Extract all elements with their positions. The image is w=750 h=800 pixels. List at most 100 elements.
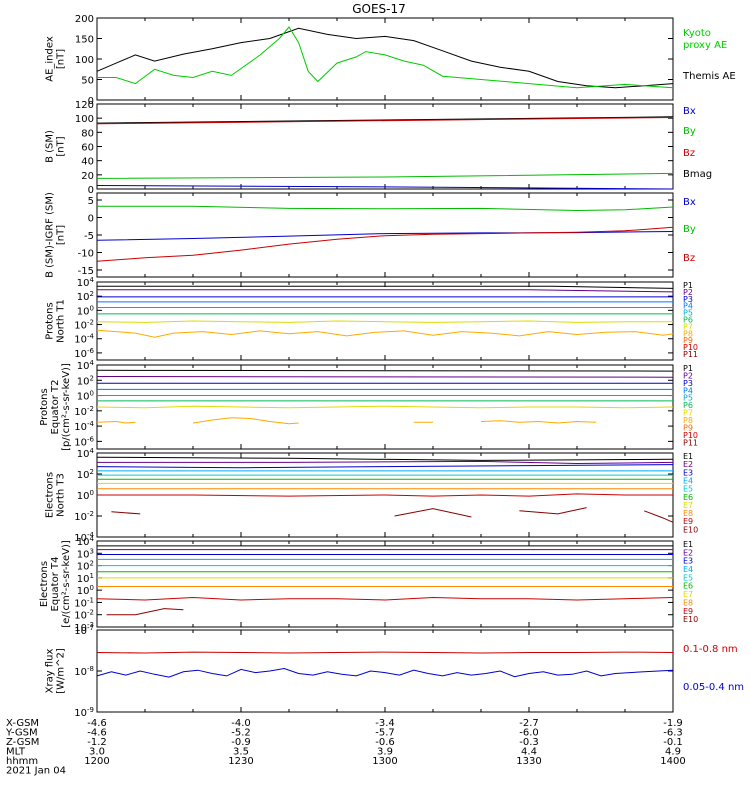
legend-entry: E1 [683, 452, 693, 461]
y-axis-label: North T3 [56, 473, 67, 517]
x-tick-value: 3.9 [377, 747, 393, 758]
y-tick-label: -10 [78, 249, 94, 260]
x-tick-value: -2.7 [519, 718, 539, 729]
y-tick-label: -5 [84, 231, 94, 242]
y-axis-label: B (SM)-IGRF (SM) [45, 192, 56, 278]
series-line [106, 608, 184, 616]
legend-entry: Bx [683, 197, 696, 208]
x-tick-value: -1.9 [663, 718, 683, 729]
y-tick-label: 80 [81, 128, 94, 139]
y-tick-label: 100 [77, 489, 94, 502]
y-tick-label: 60 [81, 143, 94, 154]
x-row-label: Y-GSM [5, 728, 38, 739]
panel-bsm: 0 20 40 60 80 100 120 B (SM) [nT] Bx By Bz Bmag [45, 100, 713, 196]
y-tick-label: 200 [75, 14, 94, 25]
y-axis-label: Equator T4 [50, 557, 61, 612]
y-tick-label: 104 [77, 535, 95, 548]
legend-entry: 0.05-0.4 nm [683, 682, 744, 693]
x-tick-value: -3.4 [375, 718, 395, 729]
y-axis-label: Protons [45, 302, 56, 339]
y-tick-label: 100 [77, 304, 94, 317]
series-line [644, 510, 674, 523]
y-axis-label: [nT] [56, 225, 67, 245]
x-row-label: Z-GSM [6, 737, 39, 748]
series-line [519, 507, 587, 515]
legend-entry: P10 [683, 431, 698, 440]
y-tick-label: 10-8 [74, 665, 94, 678]
y-tick-label: 104 [77, 447, 95, 460]
legend-entry: E9 [683, 607, 693, 616]
x-tick-value: -5.7 [375, 728, 395, 739]
y-tick-label: 120 [75, 100, 94, 111]
y-axis-label: B (SM) [45, 130, 56, 163]
x-row-label: hhmm [6, 756, 38, 767]
y-tick-label: 101 [77, 572, 94, 585]
y-tick-label: -15 [78, 266, 94, 277]
legend-entry: Bmag [683, 169, 712, 180]
series-line [96, 27, 674, 89]
panel-bigrf: -15 -10 -5 0 5 B (SM)-IGRF (SM) [nT] Bx By Bz [45, 192, 696, 278]
legend-entry: E6 [683, 493, 693, 502]
series-line [96, 420, 136, 424]
legend-entry: E5 [683, 485, 693, 494]
y-axis-label: Electrons [45, 472, 56, 518]
x-tick-value: 3.0 [89, 747, 105, 758]
y-tick-label: 104 [77, 359, 95, 372]
legend-entry: E3 [683, 468, 693, 477]
legend-entry: P6 [683, 316, 693, 325]
x-tick-value: -6.0 [519, 728, 539, 739]
legend-entry: Bx [683, 106, 696, 117]
y-tick-label: 100 [75, 114, 94, 125]
series-line [96, 405, 674, 409]
y-tick-label: 5 [88, 196, 94, 207]
x-tick-value: 1400 [660, 756, 685, 767]
legend-entry: P11 [683, 438, 698, 447]
legend-entry: Bz [683, 253, 695, 264]
legend-entry: E9 [683, 517, 693, 526]
x-tick-value: -0.1 [663, 737, 683, 748]
legend-entry: P9 [683, 336, 693, 345]
series-line [96, 456, 674, 461]
legend-entry: E8 [683, 598, 693, 607]
legend-entry: P7 [683, 322, 693, 331]
x-tick-value: -6.3 [663, 728, 683, 739]
legend-entry: 0.1-0.8 nm [683, 644, 738, 655]
legend-entry: By [683, 126, 696, 137]
legend-entry: P4 [683, 302, 693, 311]
series-line [96, 369, 674, 372]
y-tick-label: 10-4 [74, 420, 94, 433]
legend-entry: P10 [683, 343, 698, 352]
y-tick-label: 0 [88, 185, 94, 196]
series-line [97, 460, 674, 465]
y-tick-label: 103 [77, 547, 94, 560]
legend-entry: E2 [683, 548, 693, 557]
legend-entry: P4 [683, 386, 693, 395]
y-axis-label: [nT] [56, 49, 67, 69]
legend-entry: P6 [683, 401, 693, 410]
y-tick-label: 10-7 [74, 624, 94, 637]
y-axis-label: Equator T2 [50, 380, 61, 435]
x-tick-value: -4.0 [231, 718, 251, 729]
series-line [96, 172, 674, 179]
series-line [96, 116, 674, 124]
x-row-label: X-GSM [6, 718, 39, 729]
legend-entry: P3 [683, 379, 693, 388]
legend-entry: P1 [683, 364, 693, 373]
y-tick-label: 102 [77, 560, 94, 573]
y-tick-label: 50 [81, 76, 94, 87]
legend-entry: E5 [683, 573, 693, 582]
x-row-label: MLT [6, 747, 26, 758]
legend-entry: E7 [683, 501, 693, 510]
series-line [96, 329, 674, 338]
legend-entry: proxy AE [683, 40, 727, 51]
y-axis-label: AE_index [45, 36, 56, 82]
legend-entry: E2 [683, 460, 693, 469]
series-line [96, 185, 674, 190]
legend-entry: E7 [683, 590, 693, 599]
